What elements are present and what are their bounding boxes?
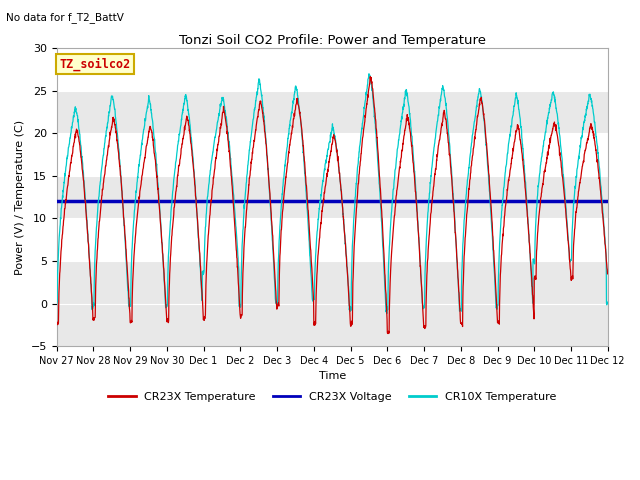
Text: TZ_soilco2: TZ_soilco2 — [60, 57, 131, 71]
Bar — [57, 48, 608, 91]
Y-axis label: Power (V) / Temperature (C): Power (V) / Temperature (C) — [15, 120, 25, 275]
Legend: CR23X Temperature, CR23X Voltage, CR10X Temperature: CR23X Temperature, CR23X Voltage, CR10X … — [103, 387, 561, 406]
Text: No data for f_T2_BattV: No data for f_T2_BattV — [6, 12, 124, 23]
Title: Tonzi Soil CO2 Profile: Power and Temperature: Tonzi Soil CO2 Profile: Power and Temper… — [179, 34, 486, 47]
Bar — [57, 133, 608, 176]
Bar — [57, 218, 608, 261]
X-axis label: Time: Time — [319, 372, 346, 381]
